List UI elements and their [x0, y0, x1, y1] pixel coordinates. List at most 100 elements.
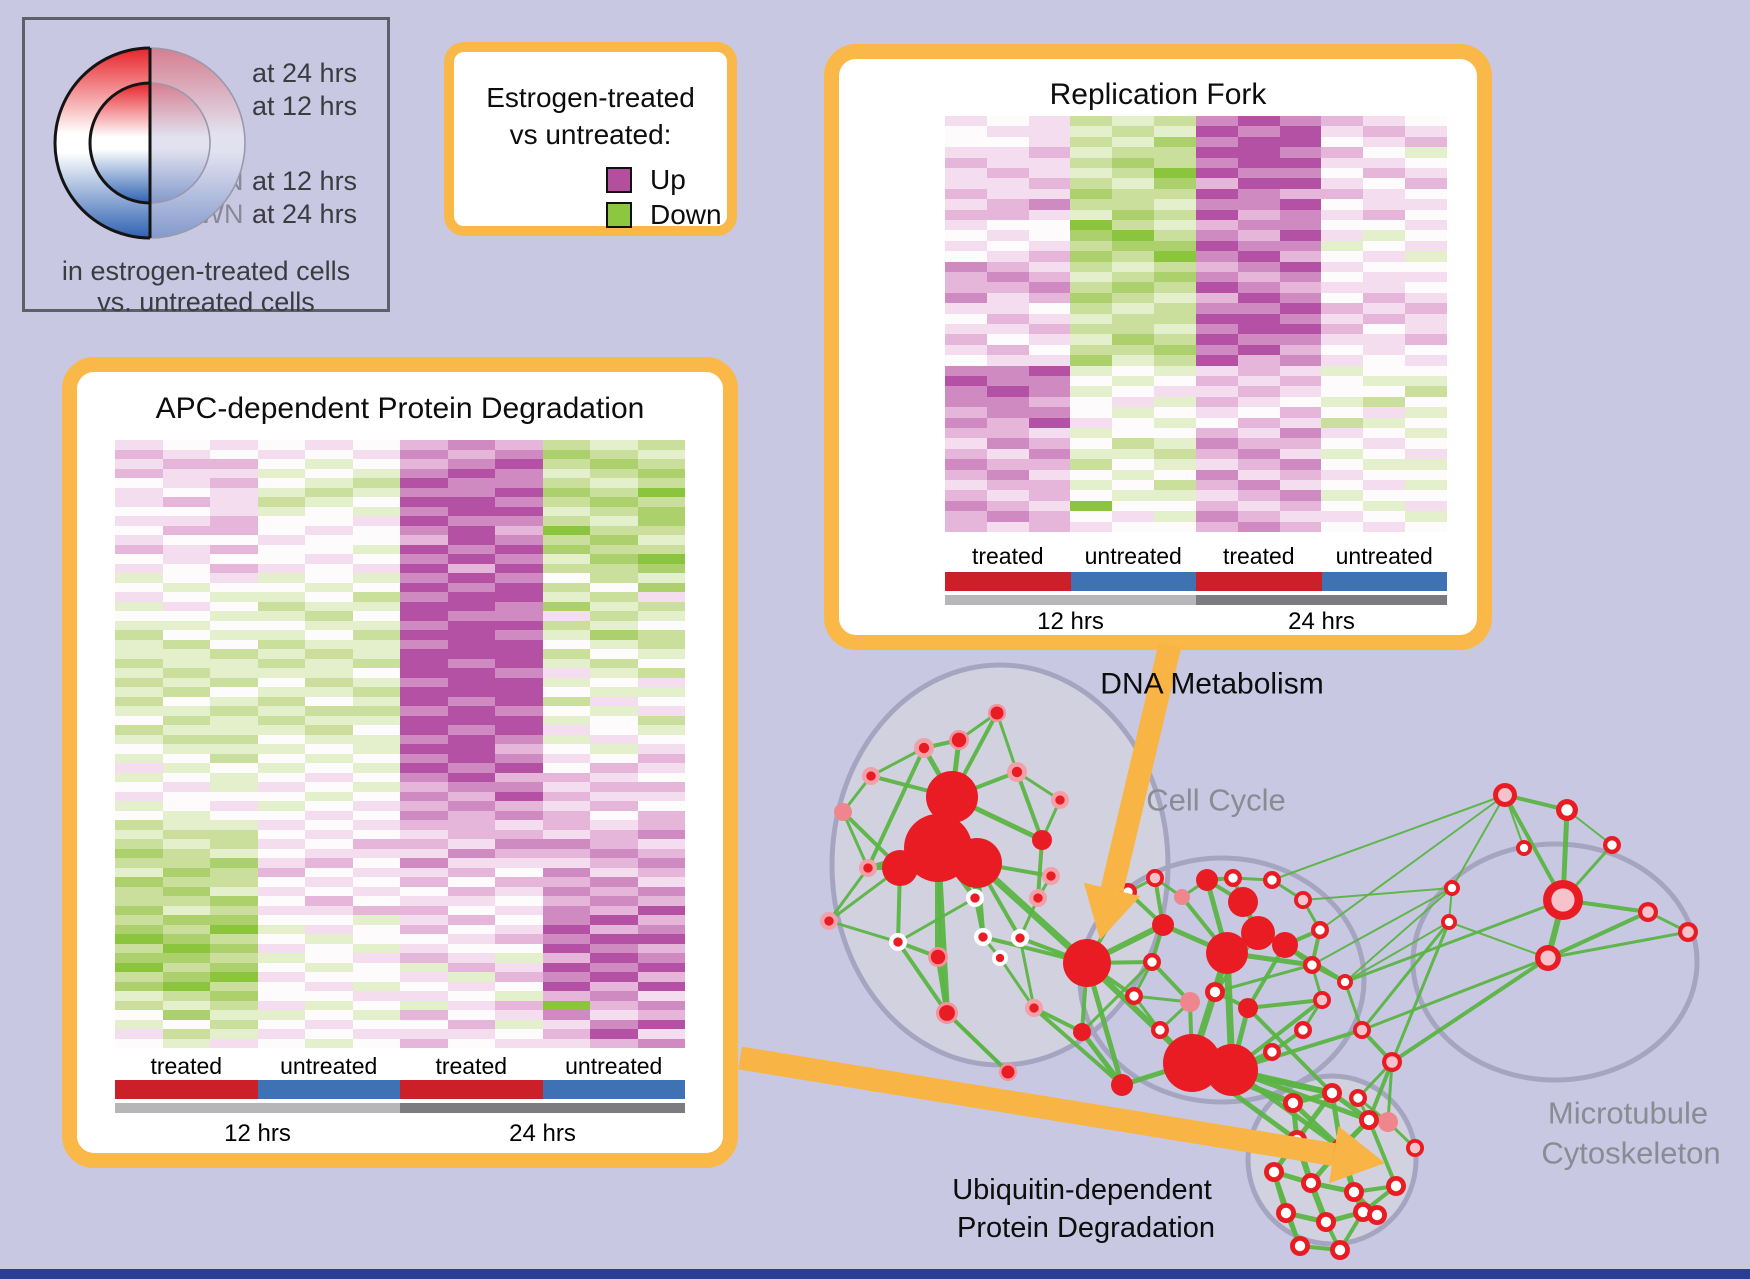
heatmap-cell — [115, 858, 163, 868]
heatmap-cell — [210, 839, 258, 849]
heatmap-cell — [945, 157, 987, 168]
heatmap-cell — [352, 962, 400, 972]
network-node — [1033, 893, 1043, 903]
ring-legend-box — [22, 17, 390, 312]
heatmap-cell — [1154, 219, 1196, 231]
heatmap-cell — [115, 440, 163, 450]
heatmap-cell — [210, 858, 258, 868]
heatmap-cell — [162, 1029, 210, 1039]
heatmap-cell — [1405, 355, 1447, 366]
heatmap-cell — [447, 497, 495, 507]
heatmap-cell — [305, 725, 353, 735]
treated-bar-segment — [1196, 572, 1322, 591]
heatmap-cell — [1237, 334, 1280, 345]
heatmap-cell — [637, 905, 685, 915]
network-node — [1316, 994, 1328, 1006]
heatmap-cell — [1070, 490, 1113, 501]
heatmap-cell — [637, 706, 685, 716]
heatmap-cell — [1363, 386, 1406, 397]
heatmap-cell — [495, 516, 543, 526]
heatmap-cell — [400, 839, 448, 849]
heatmap-cell — [495, 1019, 543, 1029]
network-edge — [933, 843, 982, 868]
network-node — [1607, 840, 1617, 850]
heatmap-cell — [400, 763, 448, 773]
network-edge — [1153, 876, 1165, 927]
heatmap-cell — [1154, 126, 1196, 137]
heatmap-cell — [352, 801, 400, 811]
heatmap-cell — [115, 867, 163, 877]
heatmap-cell — [495, 896, 543, 906]
heatmap-cell — [115, 772, 163, 782]
heatmap-cell — [305, 763, 353, 773]
heatmap-cell — [447, 1029, 495, 1039]
heatmap-cell — [210, 1038, 258, 1048]
heatmap-cell — [305, 962, 353, 972]
heatmap-cell — [1195, 438, 1238, 449]
network-edge — [995, 711, 1019, 774]
heatmap-cell — [115, 896, 163, 906]
heatmap-cell — [1279, 334, 1322, 345]
heatmap-cell — [637, 839, 685, 849]
heatmap-cell — [1279, 407, 1322, 418]
heatmap-cell — [305, 915, 353, 925]
heatmap-cell — [1154, 427, 1196, 439]
heatmap-cell — [1363, 271, 1406, 283]
network-edge — [935, 954, 950, 1016]
heatmap-cell — [1112, 511, 1155, 522]
heatmap-cell — [542, 563, 590, 573]
network-edge — [1546, 910, 1650, 960]
heatmap-cell — [1112, 355, 1155, 366]
heatmap-cell — [1279, 365, 1322, 376]
heatmap-cell — [257, 677, 305, 687]
network-edge — [1561, 898, 1650, 914]
heatmap-cell — [115, 886, 163, 896]
heatmap-cell — [1154, 178, 1196, 189]
heatmap-cell — [400, 535, 448, 545]
network-node — [1340, 977, 1350, 987]
heatmap-cell — [590, 981, 638, 991]
network-edge — [1230, 998, 1324, 1072]
heatmap-cell — [1279, 511, 1322, 522]
network-node — [1305, 1177, 1317, 1189]
heatmap-cell — [257, 582, 305, 592]
apc-panel-title: APC-dependent Protein Degradation — [155, 392, 645, 425]
heatmap-cell — [637, 620, 685, 630]
heatmap-cell — [162, 839, 210, 849]
heatmap-cell — [1112, 261, 1155, 272]
heatmap-cell — [1321, 344, 1364, 356]
heatmap-cell — [305, 991, 353, 1001]
heatmap-cell — [400, 858, 448, 868]
heatmap-cell — [352, 877, 400, 887]
heatmap-cell — [400, 782, 448, 792]
network-label: Microtubule — [1548, 1096, 1708, 1131]
heatmap-cell — [495, 487, 543, 497]
heatmap-cell — [542, 1029, 590, 1039]
network-node — [1209, 986, 1221, 998]
heatmap-cell — [162, 924, 210, 934]
heatmap-cell — [495, 440, 543, 450]
heatmap-cell — [1321, 209, 1364, 220]
heatmap-cell — [352, 696, 400, 706]
network-node — [1386, 1176, 1406, 1196]
heatmap-cell — [1237, 116, 1280, 127]
heatmap-cell — [945, 344, 987, 356]
heatmap-cell — [1195, 167, 1238, 179]
heatmap-cell — [1363, 323, 1406, 335]
heatmap-cell — [1028, 334, 1071, 345]
heatmap-cell — [400, 934, 448, 944]
heatmap-cell — [447, 525, 495, 535]
network-node — [1206, 1044, 1258, 1096]
network-edge — [1270, 1028, 1305, 1054]
heatmap-cell — [305, 772, 353, 782]
network-edge — [1246, 1006, 1334, 1095]
network-node — [978, 932, 988, 942]
heatmap-cell — [986, 136, 1029, 148]
network-node — [1353, 1093, 1363, 1103]
heatmap-cell — [210, 478, 258, 488]
heatmap-cell — [162, 573, 210, 583]
heatmap-cell — [542, 706, 590, 716]
heatmap-cell — [447, 459, 495, 469]
heatmap-cell — [305, 905, 353, 915]
heatmap-cell — [162, 867, 210, 877]
